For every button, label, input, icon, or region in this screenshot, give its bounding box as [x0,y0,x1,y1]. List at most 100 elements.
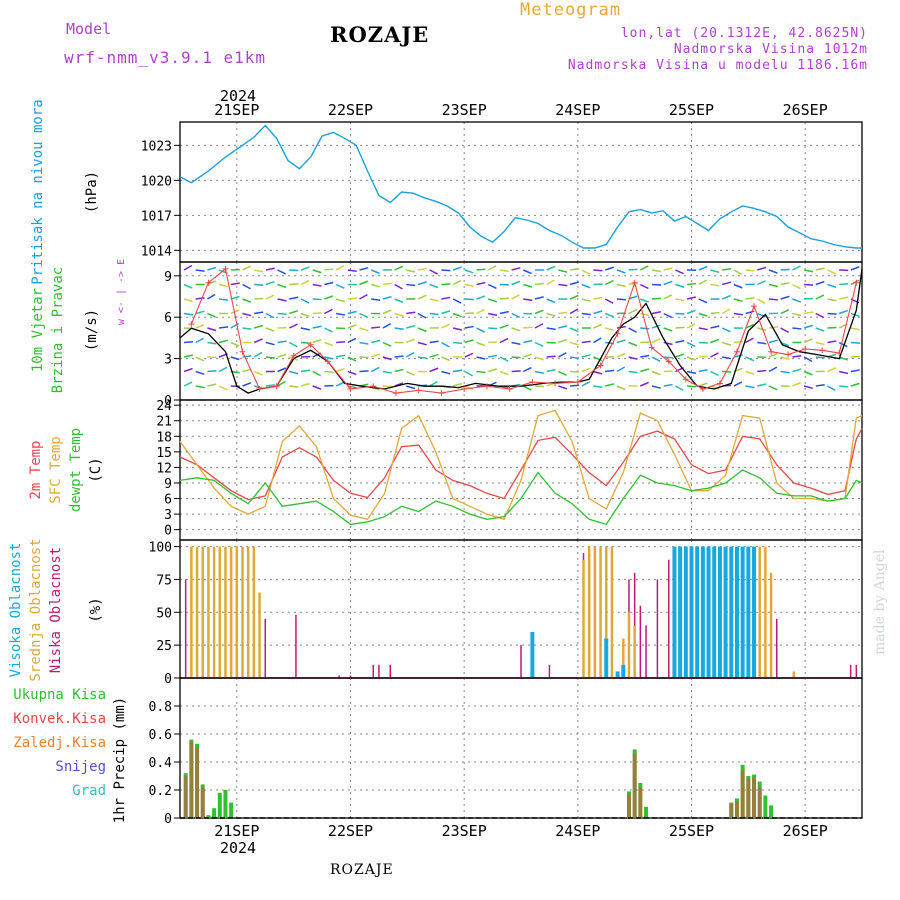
wind-arrow [757,327,767,332]
footer-station: ROZAJE [330,862,394,878]
wind-arrow [207,312,216,318]
wind-arrow [616,339,626,344]
wind-arrow [300,298,310,304]
wind-arrow [558,311,568,315]
wind-arrow [312,325,322,329]
wind-arrow [628,268,638,271]
wind-arrow [452,327,463,331]
wind-axis-label-2: Brzina i Pravac [50,267,66,393]
cloud-bar [758,546,761,678]
wind-arrow [745,337,754,344]
wind-arrow [838,341,848,348]
wind-arrow [511,327,521,332]
wind-arrow [722,268,732,271]
wind-arrow [803,356,813,363]
wind-arrow [476,295,486,300]
dewpt-axis-label: dewpt Temp [68,428,84,512]
wind-arrow [347,297,357,300]
wind-arrow [183,283,193,289]
cloud-bar [246,546,250,678]
y-tick-label-2: 0 [164,524,172,539]
wind-arrow [534,370,544,374]
wind-arrow [207,266,217,271]
wind-arrow [242,327,252,330]
precip-bar [200,787,205,818]
wind-arrow [745,370,755,375]
wind-arrow [721,341,732,346]
wind-arrow [254,311,264,315]
wind-arrow [452,279,462,286]
wind-arrow [417,294,427,300]
wind-arrow [651,385,661,389]
wind-arrow [499,356,509,362]
wind-arrow [710,311,720,315]
wind-arrow [815,384,825,387]
wind-arrow [827,340,837,344]
wind-arrow [651,311,661,315]
wind-arrow [815,280,825,286]
cloud-bar [604,638,609,678]
y-tick-label-0: 1023 [141,139,172,154]
wind-arrow [698,279,708,286]
wind-arrow [803,370,813,376]
wind-arrow [335,312,346,316]
wind-arrow [604,280,614,286]
wind-arrow [441,370,451,375]
wind-arrow [605,369,615,373]
wind-arrow [745,297,755,300]
wind-arrow [300,266,310,271]
wind-gust-marker [597,362,604,369]
cloud-bar [258,592,261,678]
wind-arrow [546,265,556,271]
cloud-bar [201,546,204,678]
y-tick-label-2: 21 [156,415,172,430]
wind-arrow [300,382,310,387]
wind-arrow [359,370,369,373]
wind-arrow [616,298,626,301]
wind-arrow [558,338,568,344]
wind-arrow [312,283,322,287]
wind-arrow [394,298,404,304]
wind-arrow [850,369,860,373]
wind-arrow [289,370,299,375]
station-title: ROZAJE [330,22,430,47]
wind-arrow [335,368,345,373]
wind-arrow [628,309,638,315]
wind-arrow [300,327,310,331]
wind-arrow [359,312,369,318]
wind-gust-marker [785,351,792,358]
wind-gust-marker [290,352,297,359]
wind-arrow [394,368,404,373]
cloud-bar [627,612,631,678]
wind-arrow [289,296,299,300]
precip-axis-label: 1hr Precip (mm) [112,697,128,823]
wind-arrow [792,265,801,271]
cloud-low-axis-label: Niska Oblacnost [48,547,64,673]
wind-arrow [195,356,205,362]
lonlat-label: lon,lat (20.1312E, 42.8625N) [620,26,868,41]
wind-arrow [511,294,520,300]
wind-speed-line [179,268,863,394]
wind-arrow [347,269,357,272]
cloud-bar [849,664,852,678]
wind-arrow [558,283,568,287]
wind-arrow [640,381,649,387]
y-tick-label-0: 1014 [141,244,172,259]
wind-arrow [277,283,287,289]
wind-gust-marker [415,387,422,394]
wind-arrow [335,298,345,303]
wind-arrow [745,310,755,315]
wind-arrow [324,281,334,286]
wind-arrow [686,323,696,329]
precip-bar [638,787,643,818]
cloud-bar [212,546,216,678]
wind-arrow [312,339,322,344]
panel-frame-0 [179,121,863,263]
wind-arrow [488,312,498,316]
wind-arrow [347,324,357,329]
y-tick-label-2: 9 [164,477,172,492]
wind-arrow [511,312,521,318]
wind-arrow [382,356,392,361]
wind-arrow [733,354,743,358]
y-tick-label-4: 0.2 [149,784,172,799]
